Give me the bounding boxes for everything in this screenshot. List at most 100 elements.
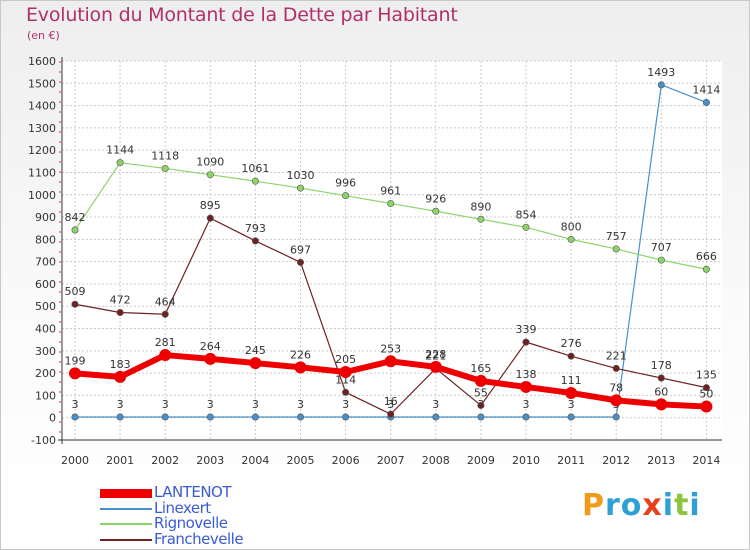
rignovelle-data-label: 1090 bbox=[196, 156, 224, 169]
rignovelle-data-label: 890 bbox=[470, 200, 491, 213]
franchevelle-data-label: 114 bbox=[335, 373, 356, 386]
lantenot-data-label: 183 bbox=[110, 358, 131, 371]
rignovelle-data-label: 961 bbox=[380, 184, 401, 197]
x-tick-label: 2013 bbox=[647, 454, 675, 467]
lantenot-data-label: 228 bbox=[425, 348, 446, 361]
franchevelle-point bbox=[567, 352, 575, 360]
logo-letter: i bbox=[689, 488, 701, 523]
y-tick-label: 500 bbox=[35, 300, 56, 313]
lantenot-data-label: 281 bbox=[155, 336, 176, 349]
rignovelle-data-label: 842 bbox=[65, 211, 86, 224]
franchevelle-data-label: 509 bbox=[65, 285, 86, 298]
y-tick-label: 1300 bbox=[28, 122, 56, 135]
linexert-point bbox=[432, 413, 440, 421]
rignovelle-point bbox=[657, 256, 665, 264]
linexert-data-label: 1493 bbox=[647, 66, 675, 79]
lantenot-point bbox=[204, 352, 217, 365]
linexert-data-label: 3 bbox=[207, 398, 214, 411]
lantenot-point bbox=[655, 398, 668, 411]
franchevelle-point bbox=[342, 388, 350, 396]
y-tick-label: -100 bbox=[31, 434, 56, 447]
y-tick-label: 1400 bbox=[28, 100, 56, 113]
franchevelle-point bbox=[477, 401, 485, 409]
linexert-data-label: 3 bbox=[568, 398, 575, 411]
legend-label-linexert: Linexert bbox=[154, 498, 211, 517]
linexert-point bbox=[522, 413, 530, 421]
legend-swatch-linexert bbox=[100, 507, 152, 510]
lantenot-point bbox=[700, 400, 713, 413]
lantenot-data-label: 253 bbox=[380, 342, 401, 355]
lantenot-point bbox=[610, 394, 623, 407]
rignovelle-data-label: 926 bbox=[425, 192, 446, 205]
lantenot-point bbox=[294, 361, 307, 374]
franchevelle-data-label: 339 bbox=[516, 323, 537, 336]
lantenot-point bbox=[114, 370, 127, 383]
logo-letter: o bbox=[620, 488, 643, 523]
franchevelle-data-label: 221 bbox=[425, 349, 446, 362]
rignovelle-point bbox=[296, 184, 304, 192]
franchevelle-point bbox=[522, 338, 530, 346]
lantenot-point bbox=[249, 357, 262, 370]
franchevelle-point bbox=[296, 258, 304, 266]
lantenot-data-label: 138 bbox=[516, 368, 537, 381]
rignovelle-data-label: 757 bbox=[606, 230, 627, 243]
franchevelle-data-label: 55 bbox=[474, 386, 488, 399]
logo-letter: r bbox=[605, 488, 621, 523]
franchevelle-point bbox=[161, 310, 169, 318]
lantenot-data-label: 199 bbox=[65, 354, 86, 367]
linexert-point bbox=[342, 413, 350, 421]
franchevelle-point bbox=[612, 364, 620, 372]
franchevelle-point bbox=[116, 308, 124, 316]
x-tick-label: 2002 bbox=[151, 454, 179, 467]
franchevelle-data-label: 276 bbox=[561, 337, 582, 350]
rignovelle-data-label: 1144 bbox=[106, 144, 134, 157]
franchevelle-data-label: 221 bbox=[606, 349, 627, 362]
lantenot-point bbox=[69, 367, 81, 380]
rignovelle-point bbox=[342, 192, 350, 200]
franchevelle-point bbox=[206, 214, 214, 222]
rignovelle-point bbox=[702, 265, 710, 273]
linexert-point bbox=[296, 413, 304, 421]
linexert-data-label: 3 bbox=[117, 398, 124, 411]
lantenot-point bbox=[565, 386, 578, 399]
x-tick-label: 2010 bbox=[512, 454, 540, 467]
franchevelle-point bbox=[251, 237, 259, 245]
y-tick-label: 200 bbox=[35, 367, 56, 380]
rignovelle-point bbox=[522, 223, 530, 231]
franchevelle-data-label: 178 bbox=[651, 359, 672, 372]
x-tick-label: 2009 bbox=[467, 454, 495, 467]
linexert-data-label: 3 bbox=[342, 398, 349, 411]
rignovelle-data-label: 800 bbox=[561, 220, 582, 233]
y-tick-label: 1600 bbox=[28, 55, 56, 68]
franchevelle-data-label: 793 bbox=[245, 222, 266, 235]
linexert-point bbox=[251, 413, 259, 421]
lantenot-point bbox=[520, 380, 532, 393]
x-tick-label: 2001 bbox=[106, 454, 134, 467]
franchevelle-data-label: 135 bbox=[696, 369, 717, 382]
x-tick-label: 2003 bbox=[196, 454, 224, 467]
y-tick-label: 600 bbox=[35, 278, 56, 291]
x-tick-label: 2000 bbox=[61, 454, 89, 467]
lantenot-data-label: 165 bbox=[470, 362, 491, 375]
lantenot-point bbox=[474, 374, 487, 387]
linexert-data-label: 3 bbox=[162, 398, 169, 411]
plot-area bbox=[62, 61, 722, 440]
rignovelle-data-label: 1061 bbox=[241, 162, 269, 175]
rignovelle-point bbox=[206, 171, 214, 179]
franchevelle-point bbox=[387, 410, 395, 418]
proxiti-logo: Proxiti bbox=[582, 488, 701, 523]
legend-label-franchevelle: Franchevelle bbox=[154, 529, 244, 548]
y-tick-label: 300 bbox=[35, 345, 56, 358]
chart-title: Evolution du Montant de la Dette par Hab… bbox=[26, 4, 458, 26]
franchevelle-data-label: 895 bbox=[200, 199, 221, 212]
franchevelle-data-label: 16 bbox=[384, 395, 398, 408]
linexert-data-label: 3 bbox=[72, 398, 79, 411]
lantenot-data-label: 226 bbox=[290, 348, 311, 361]
lantenot-data-label: 111 bbox=[561, 374, 582, 387]
lantenot-data-label: 78 bbox=[609, 381, 623, 394]
franchevelle-point bbox=[702, 384, 710, 392]
legend-swatch-lantenot bbox=[100, 489, 152, 498]
logo-letter: P bbox=[582, 488, 605, 523]
franchevelle-point bbox=[71, 300, 79, 308]
